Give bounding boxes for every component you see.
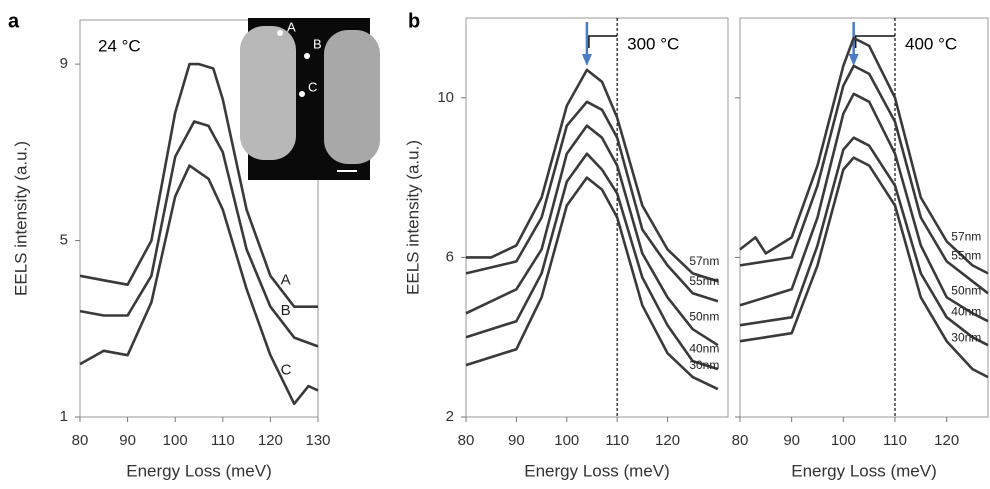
spectrum-line — [465, 100, 719, 303]
spectrum-line — [79, 62, 318, 308]
peak-arrowhead — [848, 54, 859, 66]
x-tick-label: 110 — [605, 432, 629, 449]
inset-image: A B C — [240, 18, 380, 180]
series-label: 55nm — [689, 274, 719, 288]
temperature-label: 300 °C — [627, 34, 679, 53]
x-tick-label: 80 — [458, 432, 475, 449]
shift-bracket — [854, 35, 895, 48]
x-tick-label: 100 — [831, 432, 856, 449]
inset-label: A — [287, 19, 296, 34]
particle — [324, 30, 380, 164]
x-axis-label: Energy Loss (meV) — [126, 461, 272, 480]
plot-frame — [739, 17, 989, 418]
y-tick-label: 1 — [60, 408, 68, 425]
x-tick-label: 110 — [883, 432, 907, 449]
spectrum-line — [79, 164, 319, 406]
y-tick-label: 10 — [437, 89, 454, 106]
plot-frame — [79, 19, 319, 418]
x-axis-label: Energy Loss (meV) — [524, 461, 670, 480]
spectrum-line — [739, 36, 989, 275]
x-tick-label: 90 — [783, 432, 800, 449]
point-marker — [304, 53, 310, 59]
peak-arrowhead — [581, 54, 592, 66]
series-label: 55nm — [951, 249, 981, 263]
series-label: 57nm — [951, 230, 981, 244]
spectrum-line — [465, 176, 719, 391]
x-tick-label: 120 — [934, 432, 959, 449]
y-tick-label: 9 — [60, 55, 68, 72]
x-tick-label: 130 — [305, 432, 330, 449]
series-label: 30nm — [689, 358, 719, 372]
series-label: 57nm — [689, 254, 719, 268]
series-label: B — [281, 302, 291, 319]
y-tick-label: 6 — [446, 248, 454, 265]
y-axis-label: EELS intensity (a.u.) — [403, 140, 422, 295]
temperature-label: 24 °C — [98, 36, 141, 55]
panel-label: a — [8, 10, 20, 32]
x-tick-label: 90 — [508, 432, 525, 449]
spectrum-line — [465, 152, 719, 371]
x-tick-label: 80 — [72, 432, 89, 449]
temperature-label: 400 °C — [905, 34, 957, 53]
x-tick-label: 120 — [258, 432, 283, 449]
series-label: 40nm — [689, 341, 719, 355]
series-label: C — [281, 361, 292, 378]
series-label: 50nm — [689, 310, 719, 324]
x-tick-label: 90 — [119, 432, 136, 449]
plot-frame — [465, 17, 729, 418]
x-axis-label: Energy Loss (meV) — [791, 461, 937, 480]
panel-label: b — [408, 10, 420, 32]
spectrum-line — [739, 136, 989, 347]
spectrum-line — [466, 68, 719, 283]
spectrum-line — [465, 124, 719, 347]
y-tick-label: 2 — [446, 408, 454, 425]
shift-bracket — [588, 35, 618, 48]
series-label: 30nm — [951, 331, 981, 345]
spectrum-line — [739, 92, 989, 323]
x-tick-label: 120 — [655, 432, 680, 449]
x-tick-label: 110 — [211, 432, 235, 449]
series-label: 40nm — [951, 305, 981, 319]
x-tick-label: 100 — [554, 432, 579, 449]
spectrum-line — [739, 64, 989, 295]
inset-label: C — [308, 79, 317, 94]
x-tick-label: 80 — [732, 432, 749, 449]
particle — [240, 26, 296, 160]
inset-label: B — [313, 36, 322, 51]
x-tick-label: 100 — [163, 432, 188, 449]
spectrum-line — [79, 120, 319, 348]
point-marker — [277, 30, 283, 36]
series-label: A — [281, 271, 291, 288]
point-marker — [299, 91, 305, 97]
series-label: 50nm — [951, 284, 981, 298]
spectrum-line — [739, 156, 989, 379]
y-axis-label: EELS intensity (a.u.) — [11, 141, 30, 296]
y-tick-label: 5 — [60, 232, 68, 249]
